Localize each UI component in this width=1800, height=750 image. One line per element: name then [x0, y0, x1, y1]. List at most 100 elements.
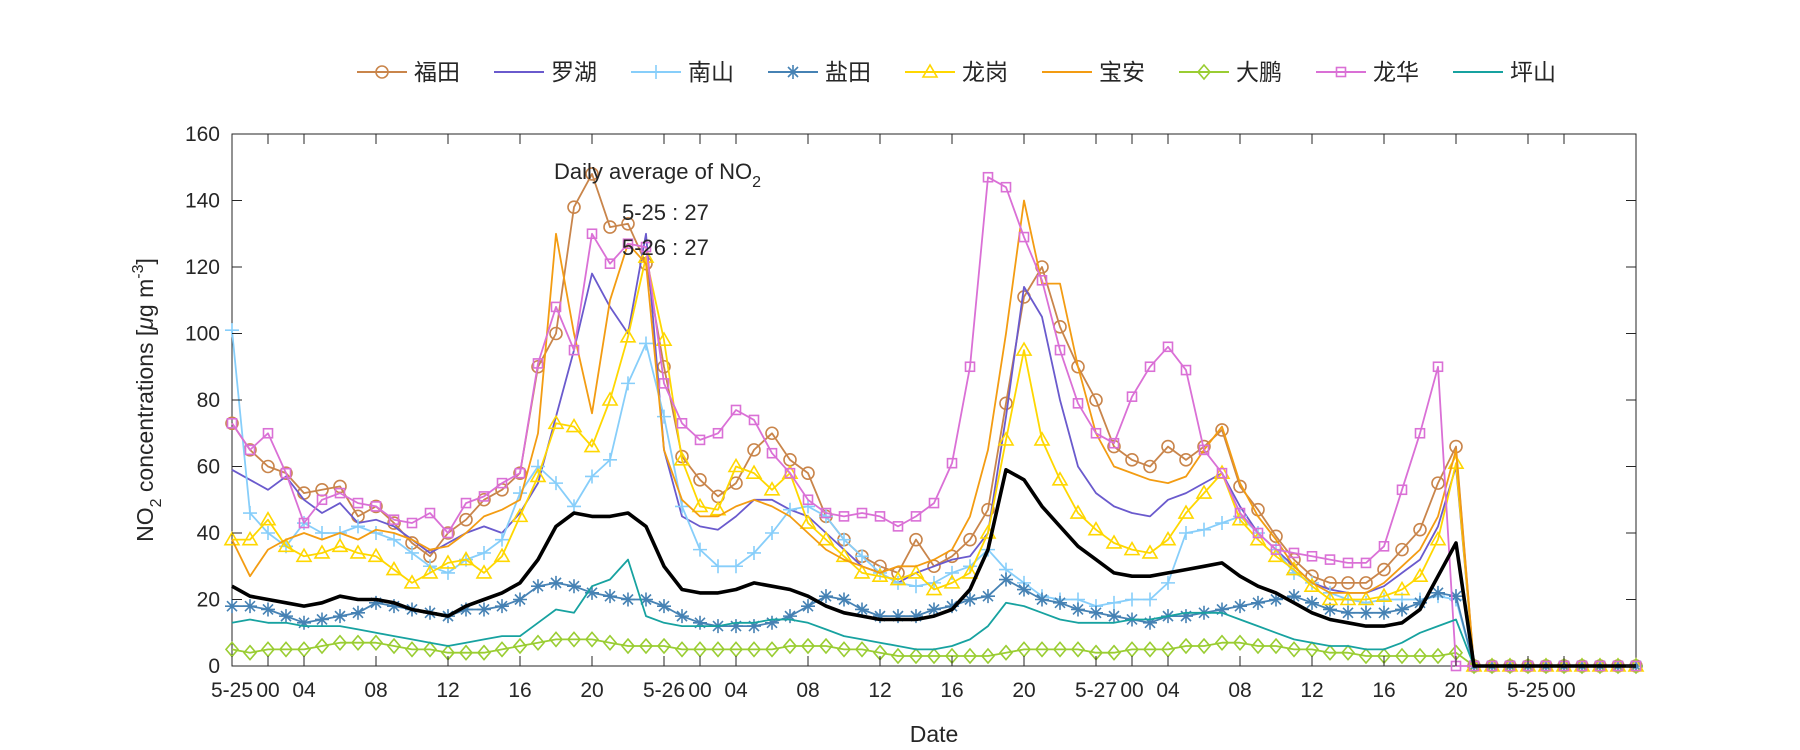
data-point	[1249, 531, 1267, 546]
data-point	[1432, 361, 1444, 373]
data-point	[1177, 504, 1195, 519]
data-point	[837, 592, 851, 607]
data-point	[297, 615, 311, 630]
data-point	[439, 554, 457, 569]
data-point	[1305, 595, 1319, 610]
x-tick-label: 00	[688, 679, 711, 702]
data-point	[1306, 550, 1318, 562]
data-point	[783, 502, 797, 517]
data-point	[262, 427, 274, 439]
data-point	[838, 511, 850, 522]
data-point	[1322, 644, 1338, 661]
data-point	[783, 609, 797, 624]
data-point	[313, 544, 331, 559]
legend-item: 罗湖	[494, 60, 597, 86]
data-point	[352, 497, 364, 509]
legend-label: 龙岗	[962, 60, 1008, 86]
y-tick-label: 20	[197, 589, 220, 612]
data-point	[602, 634, 618, 651]
data-point	[1053, 595, 1067, 610]
annotation-line-1: 5-25 : 27	[622, 200, 709, 225]
data-point	[1107, 609, 1121, 624]
data-point	[1321, 590, 1339, 606]
data-point	[1216, 467, 1228, 479]
legend-label: 福田	[414, 60, 460, 86]
x-axis-label: Date	[910, 721, 959, 747]
data-point	[1340, 644, 1356, 661]
data-point	[1323, 602, 1337, 617]
data-point	[1000, 181, 1012, 193]
legend-marker	[1335, 66, 1347, 78]
data-point	[603, 220, 617, 234]
data-point	[1377, 562, 1391, 577]
data-point	[601, 391, 619, 406]
data-point	[801, 499, 815, 514]
data-point	[782, 637, 798, 655]
legend-item: 大鹏	[1179, 60, 1282, 86]
data-point	[388, 514, 400, 526]
data-point	[909, 532, 923, 547]
data-point	[531, 459, 545, 474]
data-point	[620, 637, 636, 655]
x-tick-label: 16	[508, 679, 531, 702]
legend-marker	[649, 65, 663, 79]
data-point	[801, 599, 815, 614]
data-point	[621, 216, 635, 231]
data-point	[1339, 590, 1357, 606]
data-point	[675, 499, 689, 514]
series-line	[231, 558, 1636, 667]
data-point	[1412, 647, 1428, 665]
data-point	[1250, 637, 1266, 655]
data-point	[747, 443, 761, 457]
data-point	[583, 437, 601, 453]
data-point	[640, 241, 652, 253]
data-point	[531, 579, 545, 594]
series-line	[231, 638, 1636, 667]
data-point	[513, 466, 527, 480]
data-point	[657, 359, 671, 374]
data-point	[1143, 592, 1157, 607]
data-point	[836, 641, 852, 658]
legend-item: 龙华	[1316, 60, 1419, 86]
legend-marker	[1196, 63, 1212, 81]
data-point	[709, 501, 727, 516]
data-point	[1036, 274, 1048, 286]
data-point	[1180, 364, 1192, 376]
data-point	[1357, 590, 1375, 606]
data-point	[494, 641, 510, 658]
data-point	[1159, 531, 1177, 546]
data-point	[369, 499, 383, 514]
series-line	[231, 176, 1636, 667]
x-tick-label: 00	[256, 679, 279, 702]
data-point	[387, 599, 401, 614]
data-point	[889, 570, 907, 586]
data-point	[853, 564, 871, 579]
data-point	[1125, 592, 1139, 607]
data-point	[926, 647, 942, 665]
data-point	[730, 404, 742, 416]
data-point	[962, 647, 978, 665]
data-point	[585, 585, 599, 600]
data-point	[477, 602, 491, 617]
data-point	[1413, 522, 1427, 537]
data-point	[1069, 504, 1087, 519]
data-point	[1070, 641, 1086, 658]
data-point	[1089, 605, 1103, 620]
data-point	[513, 592, 527, 607]
data-point	[727, 457, 745, 473]
data-point	[565, 418, 583, 433]
data-point	[764, 641, 780, 658]
data-point	[404, 641, 420, 658]
series-4	[223, 248, 1645, 672]
data-point	[1034, 641, 1050, 658]
data-point	[477, 545, 491, 560]
y-tick-label: 100	[185, 323, 220, 346]
data-point	[694, 434, 706, 446]
data-point	[997, 431, 1015, 446]
data-point	[1054, 344, 1066, 356]
data-point	[1449, 589, 1463, 604]
data-point	[820, 507, 832, 519]
data-point	[1268, 637, 1284, 655]
data-point	[621, 592, 635, 607]
series-layer	[223, 167, 1645, 675]
